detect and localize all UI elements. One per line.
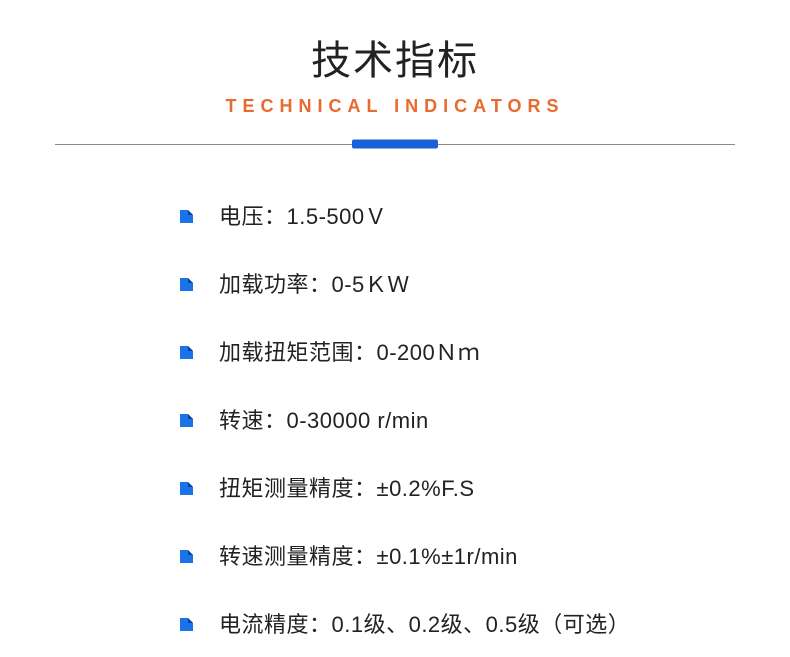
section-divider (55, 139, 735, 149)
bullet-icon (180, 550, 193, 563)
list-item: 加载扭矩范围：0-200Ｎｍ (180, 335, 790, 367)
list-item: 转速：0-30000 r/min (180, 403, 790, 435)
bullet-icon (180, 414, 193, 427)
spec-text: 电压：1.5-500Ｖ (219, 199, 387, 231)
spec-text: 扭矩测量精度：±0.2%F.S (219, 471, 475, 503)
list-item: 电流精度：0.1级、0.2级、0.5级（可选） (180, 607, 790, 639)
page-container: 技术指标 TECHNICAL INDICATORS 电压：1.5-500Ｖ 加载… (0, 0, 790, 639)
spec-text: 转速：0-30000 r/min (219, 403, 429, 435)
bullet-icon (180, 278, 193, 291)
divider-accent-bar (352, 140, 438, 149)
spec-text: 电流精度：0.1级、0.2级、0.5级（可选） (219, 607, 630, 639)
bullet-icon (180, 210, 193, 223)
title-chinese: 技术指标 (0, 28, 790, 86)
bullet-icon (180, 346, 193, 359)
spec-list: 电压：1.5-500Ｖ 加载功率：0-5ＫＷ 加载扭矩范围：0-200Ｎｍ (0, 199, 790, 639)
spec-text: 加载扭矩范围：0-200Ｎｍ (219, 335, 480, 367)
spec-text: 转速测量精度：±0.1%±1r/min (219, 539, 518, 571)
list-item: 扭矩测量精度：±0.2%F.S (180, 471, 790, 503)
bullet-icon (180, 618, 193, 631)
bullet-icon (180, 482, 193, 495)
spec-text: 加载功率：0-5ＫＷ (219, 267, 410, 299)
list-item: 加载功率：0-5ＫＷ (180, 267, 790, 299)
list-item: 电压：1.5-500Ｖ (180, 199, 790, 231)
list-item: 转速测量精度：±0.1%±1r/min (180, 539, 790, 571)
title-english: TECHNICAL INDICATORS (0, 96, 790, 117)
